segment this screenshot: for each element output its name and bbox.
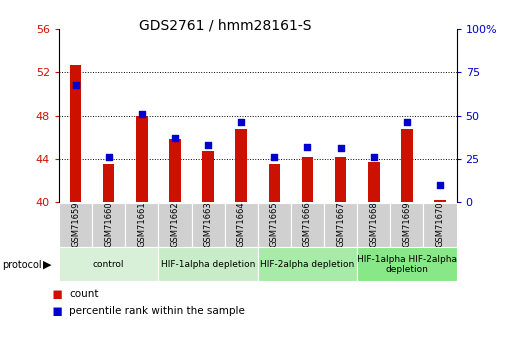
Point	[436, 182, 444, 187]
Text: GSM71669: GSM71669	[402, 202, 411, 247]
Bar	[324, 203, 357, 247]
Bar	[335, 157, 346, 202]
Bar	[268, 164, 280, 202]
Bar	[390, 203, 423, 247]
Point	[270, 154, 279, 160]
Point	[171, 135, 179, 141]
Text: GSM71660: GSM71660	[104, 202, 113, 247]
Bar	[368, 162, 380, 202]
Bar	[59, 203, 92, 247]
Bar	[401, 128, 412, 202]
Text: GSM71666: GSM71666	[303, 202, 312, 247]
Text: control: control	[93, 260, 125, 269]
Point	[403, 120, 411, 125]
Text: ▪: ▪	[51, 285, 63, 303]
Text: protocol: protocol	[3, 260, 42, 270]
Text: GSM71662: GSM71662	[170, 202, 180, 247]
Bar	[136, 116, 148, 202]
Point	[337, 146, 345, 151]
Bar	[235, 128, 247, 202]
Text: GSM71659: GSM71659	[71, 202, 80, 247]
Text: ▶: ▶	[43, 260, 51, 270]
Text: HIF-1alpha depletion: HIF-1alpha depletion	[161, 260, 255, 269]
Bar	[169, 139, 181, 202]
Text: GSM71665: GSM71665	[270, 202, 279, 247]
Bar	[225, 203, 258, 247]
Bar	[125, 203, 159, 247]
Bar	[191, 203, 225, 247]
Text: count: count	[69, 289, 99, 299]
Bar	[159, 203, 191, 247]
Point	[237, 120, 245, 125]
Bar	[92, 203, 125, 247]
Text: HIF-1alpha HIF-2alpha
depletion: HIF-1alpha HIF-2alpha depletion	[357, 255, 457, 274]
Text: GSM71667: GSM71667	[336, 202, 345, 247]
Point	[204, 142, 212, 148]
Text: GDS2761 / hmm28161-S: GDS2761 / hmm28161-S	[140, 19, 312, 33]
Point	[370, 154, 378, 160]
Bar	[291, 203, 324, 247]
Point	[71, 82, 80, 87]
Bar	[70, 65, 82, 202]
Text: GSM71661: GSM71661	[137, 202, 146, 247]
Bar	[59, 247, 159, 281]
Point	[303, 144, 311, 149]
Bar	[423, 203, 457, 247]
Bar	[357, 247, 457, 281]
Bar	[258, 247, 357, 281]
Bar	[434, 200, 446, 202]
Text: HIF-2alpha depletion: HIF-2alpha depletion	[261, 260, 354, 269]
Bar	[357, 203, 390, 247]
Bar	[103, 164, 114, 202]
Bar	[258, 203, 291, 247]
Point	[137, 111, 146, 117]
Text: percentile rank within the sample: percentile rank within the sample	[69, 306, 245, 315]
Bar	[302, 157, 313, 202]
Bar	[159, 247, 258, 281]
Text: GSM71670: GSM71670	[436, 202, 444, 247]
Bar	[202, 151, 214, 202]
Point	[105, 154, 113, 160]
Text: ▪: ▪	[51, 302, 63, 319]
Text: GSM71664: GSM71664	[236, 202, 246, 247]
Text: GSM71663: GSM71663	[204, 202, 212, 247]
Text: GSM71668: GSM71668	[369, 202, 378, 247]
